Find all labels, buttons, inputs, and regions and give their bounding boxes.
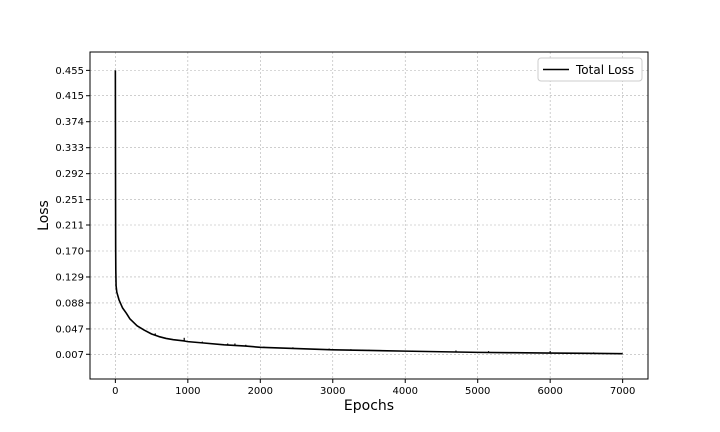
x-tick-label: 6000 — [537, 386, 562, 397]
y-tick-label: 0.007 — [55, 350, 84, 361]
y-tick-label: 0.251 — [55, 195, 84, 206]
plot-frame — [89, 51, 649, 380]
tick-layer: 0 1000 2000 3000 4000 5000 6000 7000 0.007 0.047 0… — [55, 66, 635, 397]
y-tick-label: 0.415 — [55, 91, 84, 102]
x-axis-label: Epochs — [344, 398, 394, 414]
series-layer — [114, 70, 623, 355]
grid-lines — [90, 52, 648, 379]
y-tick-label: 0.088 — [55, 298, 84, 309]
x-tick-label: 4000 — [393, 386, 418, 397]
x-tick-label: 3000 — [320, 386, 345, 397]
legend-box — [537, 57, 643, 82]
y-tick-label: 0.129 — [55, 272, 84, 283]
x-tick-label: 7000 — [610, 386, 635, 397]
legend-label-total-loss: Total Loss — [575, 63, 634, 77]
y-tick-label: 0.170 — [55, 246, 84, 257]
y-tick-label: 0.333 — [55, 143, 84, 154]
x-tick-label: 0 — [112, 386, 118, 397]
y-tick-label: 0.211 — [55, 221, 84, 232]
y-axis-label: Loss — [36, 200, 52, 231]
y-tick-label: 0.047 — [55, 324, 84, 335]
x-tick-label: 1000 — [175, 386, 200, 397]
x-tick-label: 2000 — [248, 386, 273, 397]
y-tick-label: 0.374 — [55, 117, 84, 128]
y-tick-label: 0.455 — [55, 66, 84, 77]
x-tick-label: 5000 — [465, 386, 490, 397]
legend: Total Loss — [537, 57, 643, 82]
series-line-total-loss — [114, 70, 623, 355]
y-tick-label: 0.292 — [55, 169, 84, 180]
